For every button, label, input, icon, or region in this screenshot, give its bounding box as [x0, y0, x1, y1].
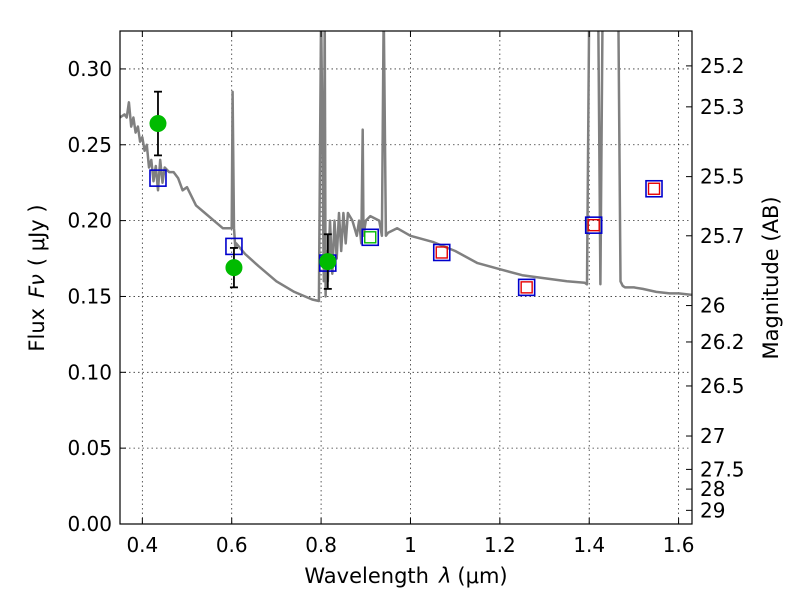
model-sed-line [120, 31, 692, 303]
model-flux-square [645, 179, 663, 198]
grid [120, 31, 692, 525]
y-tick-label: 0.20 [67, 209, 112, 233]
x-tick-label: 1.2 [484, 533, 516, 557]
observed-flux-square [647, 182, 661, 195]
x-axis-ticks: 0.4 0.6 0.8 1 1.2 1.4 1.6 [126, 31, 695, 557]
magnitude-tick-label: 27.5 [700, 457, 745, 481]
magnitude-tick-label: 25.5 [700, 165, 745, 189]
x-tick-label: 0.8 [305, 533, 337, 557]
x-tick-label: 1.6 [663, 533, 695, 557]
magnitude-tick-label: 26.2 [700, 330, 745, 354]
model-flux-square [149, 169, 167, 187]
model-flux-square [517, 278, 536, 297]
observed-flux-square [520, 281, 533, 294]
magnitude-tick-label: 28 [700, 477, 725, 501]
x-tick-label: 0.6 [216, 533, 248, 557]
photometry-point [319, 253, 337, 271]
observed-flux-square [364, 231, 377, 244]
photometry-point [225, 259, 243, 277]
magnitude-tick-label: 26.5 [700, 374, 745, 398]
model-flux-square [584, 216, 603, 234]
magnitude-tick-label: 25.3 [700, 95, 745, 119]
y-tick-label: 0.30 [67, 57, 112, 81]
y-axis-title: FluxFν( μJy ) [25, 204, 49, 351]
magnitude-tick-label: 27 [700, 424, 725, 448]
y-tick-label: 0.15 [67, 284, 112, 308]
magnitude-tick-label: 25.2 [700, 54, 745, 78]
y-axis-ticks: 0.00 0.05 0.10 0.15 0.20 0.25 0.30 [67, 57, 126, 536]
model-sed-line-layer [120, 31, 692, 303]
magnitude-axis-title: Magnitude (AB) [759, 196, 783, 359]
plot-frame [119, 30, 693, 525]
model-flux-square [361, 228, 380, 247]
marker-layer [149, 90, 663, 297]
y-tick-label: 0.10 [67, 360, 112, 384]
magnitude-tick-label: 29 [700, 498, 725, 522]
x-tick-label: 1.4 [573, 533, 605, 557]
observed-flux-square [587, 218, 600, 232]
observed-flux-square [435, 246, 448, 259]
x-axis-title: Wavelength λ (μm) [304, 564, 507, 588]
y-tick-label: 0.25 [67, 133, 112, 157]
model-flux-square [432, 243, 451, 262]
y-tick-label: 0.00 [67, 512, 112, 536]
y-tick-label: 0.05 [67, 436, 112, 460]
x-tick-label: 1 [404, 533, 417, 557]
x-tick-label: 0.4 [126, 533, 158, 557]
magnitude-tick-label: 26 [700, 294, 725, 318]
photometry-point [149, 115, 167, 133]
magnitude-tick-label: 25.7 [700, 224, 745, 248]
